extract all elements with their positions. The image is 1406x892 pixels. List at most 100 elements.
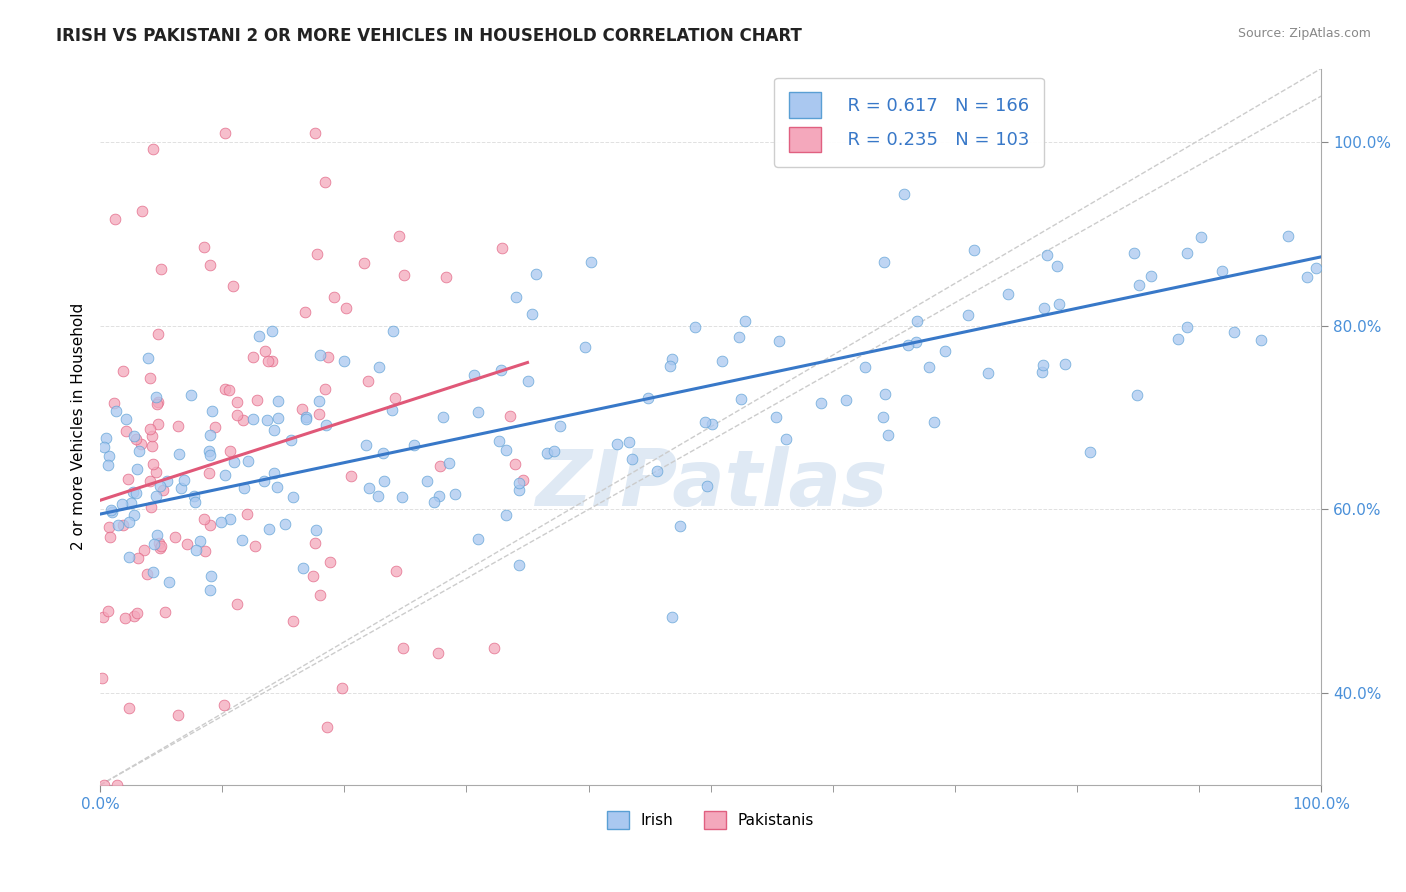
Point [114, 611, 136, 625]
Point [120, 496, 142, 510]
Point [165, 530, 187, 544]
Point [305, 524, 328, 538]
Point [353, 256, 375, 270]
Point [212, 698, 235, 712]
Point [517, 374, 540, 388]
Point [734, 314, 756, 328]
Point [114, 411, 136, 425]
Point [118, 701, 141, 715]
Point [266, 480, 288, 494]
Point [309, 588, 332, 602]
Point [146, 397, 169, 411]
Point [617, 435, 640, 450]
Point [335, 301, 357, 315]
Point [432, 410, 454, 425]
Point [683, 319, 706, 334]
Point [367, 489, 389, 503]
Point [330, 681, 353, 695]
Text: IRISH VS PAKISTANI 2 OR MORE VEHICLES IN HOUSEHOLD CORRELATION CHART: IRISH VS PAKISTANI 2 OR MORE VEHICLES IN… [56, 27, 801, 45]
Point [242, 411, 264, 425]
Point [495, 442, 517, 457]
Point [117, 472, 139, 486]
Point [1140, 268, 1163, 283]
Point [295, 412, 318, 426]
Point [142, 565, 165, 579]
Point [146, 528, 169, 542]
Point [357, 481, 380, 495]
Point [105, 778, 128, 792]
Point [156, 474, 179, 488]
Point [1032, 358, 1054, 372]
Point [125, 461, 148, 475]
Point [100, 503, 122, 517]
Point [308, 348, 330, 362]
Point [385, 564, 408, 578]
Point [1031, 365, 1053, 379]
Point [1054, 357, 1077, 371]
Point [489, 363, 512, 377]
Point [93, 778, 115, 792]
Text: ZIPatlas: ZIPatlas [534, 446, 887, 522]
Point [236, 507, 259, 521]
Point [977, 366, 1000, 380]
Point [198, 582, 221, 597]
Point [1305, 261, 1327, 276]
Point [357, 374, 380, 388]
Point [307, 246, 329, 260]
Point [122, 429, 145, 443]
Point [200, 259, 222, 273]
Point [263, 423, 285, 437]
Point [180, 388, 202, 402]
Point [835, 392, 858, 407]
Point [508, 483, 530, 497]
Point [315, 720, 337, 734]
Point [218, 512, 240, 526]
Point [105, 404, 128, 418]
Point [101, 505, 124, 519]
Point [491, 241, 513, 255]
Point [392, 640, 415, 655]
Point [314, 383, 336, 397]
Point [669, 519, 692, 533]
Point [1277, 229, 1299, 244]
Point [176, 537, 198, 551]
Point [661, 351, 683, 366]
Point [148, 417, 170, 431]
Point [253, 474, 276, 488]
Point [508, 558, 530, 573]
Point [97, 458, 120, 473]
Point [146, 326, 169, 341]
Point [200, 448, 222, 462]
Point [233, 481, 256, 495]
Point [505, 290, 527, 304]
Point [934, 344, 956, 359]
Point [574, 340, 596, 354]
Point [145, 465, 167, 479]
Point [1167, 332, 1189, 346]
Point [188, 533, 211, 548]
Point [384, 391, 406, 405]
Point [314, 174, 336, 188]
Point [765, 409, 787, 424]
Point [897, 338, 920, 352]
Point [254, 343, 277, 358]
Point [149, 541, 172, 556]
Point [267, 411, 290, 425]
Point [768, 334, 790, 348]
Point [877, 428, 900, 442]
Point [125, 485, 148, 500]
Point [283, 614, 305, 628]
Point [429, 458, 451, 473]
Point [498, 409, 520, 424]
Point [775, 432, 797, 446]
Point [1189, 229, 1212, 244]
Point [97, 605, 120, 619]
Point [118, 516, 141, 530]
Point [322, 290, 344, 304]
Point [122, 608, 145, 623]
Point [316, 350, 339, 364]
Point [170, 481, 193, 495]
Point [893, 186, 915, 201]
Point [246, 393, 269, 408]
Point [1032, 301, 1054, 315]
